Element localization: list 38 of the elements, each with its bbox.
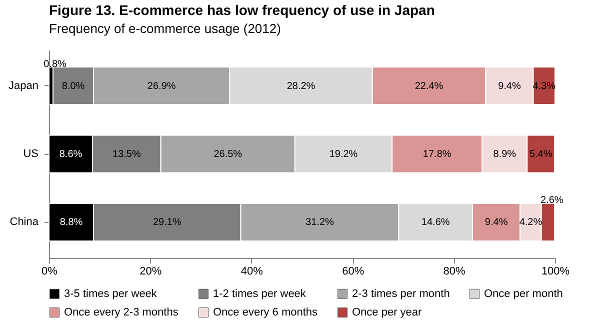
y-tick-label: US [23,148,38,160]
data-label: 2.6% [540,195,564,206]
data-label: 9.4% [498,80,521,92]
x-tick-label: 60% [342,266,364,278]
data-label: 13.5% [112,149,141,160]
data-label: 17.8% [422,149,452,160]
data-label: 28.2% [286,80,316,92]
data-label: 5.4% [529,149,552,160]
data-label: 8.8% [60,217,83,228]
data-label: 8.6% [59,149,82,160]
chart-subtitle: Frequency of e-commerce usage (2012) [49,21,281,36]
data-label: 26.5% [214,149,242,160]
legend-label: Once per year [352,306,422,318]
legend-label: 3-5 times per week [64,288,158,300]
legend-label: Once every 6 months [213,306,318,318]
x-tick-label: 40% [240,266,264,278]
data-label: 8.9% [493,149,516,160]
x-tick-label: 20% [140,266,162,278]
x-tick-label: 100% [541,266,570,278]
data-label: 9.4% [484,217,508,228]
data-label: 19.2% [329,149,358,160]
chart-title: Figure 13. E-commerce has low frequency of use in Japan [49,2,435,18]
data-label: 0.8% [44,58,67,70]
legend-label: Once every 2-3 months [64,306,179,318]
data-label: 22.4% [414,80,444,92]
x-tick-label: 0% [42,266,58,278]
y-tick-label: China [10,216,40,228]
data-label: 26.9% [147,80,176,92]
legend-label: 2-3 times per month [352,288,450,300]
data-label: 31.2% [306,217,334,228]
data-label: 14.6% [421,217,450,228]
x-tick-label: 80% [443,266,466,278]
y-tick-label: Japan [8,80,38,92]
data-label: 4.2% [519,217,542,228]
data-label: 8.0% [62,80,85,92]
legend-label: Once per month [484,288,563,300]
data-label: 29.1% [152,217,182,228]
legend-label: 1-2 times per week [213,288,306,300]
